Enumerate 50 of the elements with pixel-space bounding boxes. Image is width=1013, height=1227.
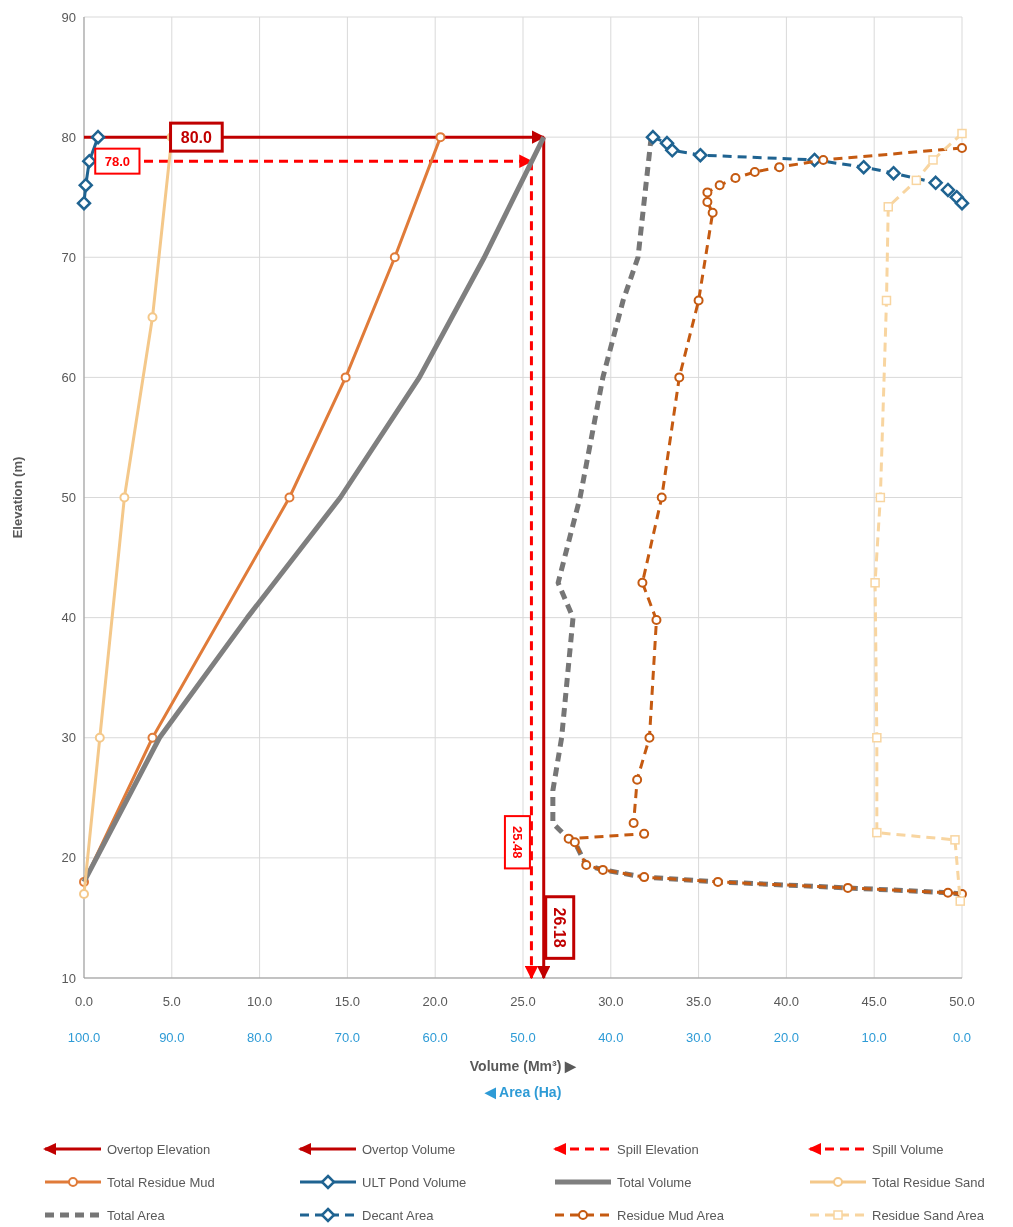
x-tick-label: 45.0 <box>861 994 887 1009</box>
y-tick-label: 30 <box>61 730 76 746</box>
y-tick-label: 90 <box>61 9 76 25</box>
y-tick-label: 10 <box>61 970 76 986</box>
legend-label: Overtop Elevation <box>107 1141 211 1157</box>
y-tick-label: 80 <box>61 129 76 145</box>
y-tick-label: 70 <box>61 249 76 265</box>
legend-label: ULT Pond Volume <box>362 1174 467 1190</box>
x-tick-label: 50.0 <box>949 994 975 1009</box>
annotation: 78.0 <box>104 153 131 169</box>
annotation: 25.48 <box>509 825 525 859</box>
x2-tick-label: 50.0 <box>510 1030 536 1045</box>
legend-label: Residue Mud Area <box>617 1207 725 1223</box>
x2-tick-label: 40.0 <box>598 1030 624 1045</box>
legend-label: Total Area <box>107 1207 166 1223</box>
x-tick-label: 25.0 <box>510 994 536 1009</box>
x-tick-label: 15.0 <box>334 994 361 1009</box>
legend-label: Residue Sand Area <box>872 1207 985 1223</box>
annotation: 26.18 <box>551 907 569 948</box>
x2-tick-label: 90.0 <box>159 1030 185 1045</box>
y-tick-label: 20 <box>61 850 76 866</box>
x-tick-label: 30.0 <box>598 994 624 1009</box>
legend-label: Total Volume <box>617 1174 692 1190</box>
legend-label: Spill Volume <box>872 1141 944 1157</box>
legend-label: Decant Area <box>362 1207 435 1223</box>
x-tick-label: 0.0 <box>74 994 94 1009</box>
x2-tick-label: 70.0 <box>334 1030 361 1045</box>
x-tick-label: 20.0 <box>422 994 448 1009</box>
x2-tick-label: 60.0 <box>422 1030 448 1045</box>
annotation: 80.0 <box>180 128 213 146</box>
x2-tick-label: 0.0 <box>952 1030 972 1045</box>
x2-axis-title: ◀ Area (Ha) <box>483 1084 562 1100</box>
legend-label: Total Residue Sand <box>872 1174 985 1190</box>
x-tick-label: 10.0 <box>246 994 273 1009</box>
x2-tick-label: 30.0 <box>685 1030 712 1045</box>
x-tick-label: 35.0 <box>685 994 712 1009</box>
x2-tick-label: 10.0 <box>861 1030 887 1045</box>
x-tick-label: 40.0 <box>773 994 800 1009</box>
y-axis-title: Elevation (m) <box>10 456 25 539</box>
y-tick-label: 50 <box>61 490 76 506</box>
x-tick-label: 5.0 <box>162 994 181 1009</box>
legend-label: Spill Elevation <box>617 1141 699 1157</box>
y-tick-label: 60 <box>61 369 76 385</box>
y-tick-label: 40 <box>61 610 76 626</box>
x-axis-title: Volume (Mm³) ▶ <box>469 1058 578 1074</box>
x2-tick-label: 80.0 <box>246 1030 273 1045</box>
legend-label: Overtop Volume <box>362 1141 456 1157</box>
x2-tick-label: 20.0 <box>773 1030 800 1045</box>
legend-label: Total Residue Mud <box>107 1174 215 1190</box>
x2-tick-label: 100.0 <box>67 1030 101 1045</box>
